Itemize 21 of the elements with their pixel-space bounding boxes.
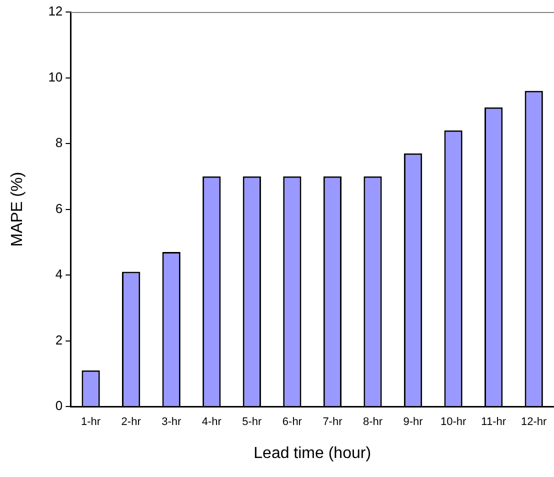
x-axis-title: Lead time (hour) [254, 444, 372, 462]
x-tick-label: 7-hr [322, 416, 343, 428]
x-tick-label: 4-hr [202, 416, 222, 428]
x-tick-label: 5-hr [242, 416, 262, 428]
y-tick-label: 10 [48, 69, 63, 84]
x-tick-label: 8-hr [362, 416, 383, 428]
y-axis-title: MAPE (%) [9, 172, 26, 247]
x-tick-label: 3-hr [162, 416, 182, 428]
x-tick-label: 10-hr [440, 416, 466, 428]
y-tick-label: 12 [48, 4, 63, 19]
x-tick-label: 2-hr [121, 416, 142, 428]
x-tick-label: 1-hr [81, 416, 101, 428]
y-tick-label: 0 [55, 398, 63, 414]
y-tick-label: 8 [55, 135, 63, 150]
x-tick-label: 11-hr [481, 416, 506, 428]
y-tick-label: 6 [55, 200, 63, 216]
x-tick-label: 6-hr [282, 416, 302, 428]
x-tick-label: 9-hr [403, 416, 424, 428]
x-tick-label: 12-hr [521, 416, 548, 428]
y-tick-label: 4 [55, 266, 63, 282]
y-tick-label: 2 [55, 332, 63, 348]
